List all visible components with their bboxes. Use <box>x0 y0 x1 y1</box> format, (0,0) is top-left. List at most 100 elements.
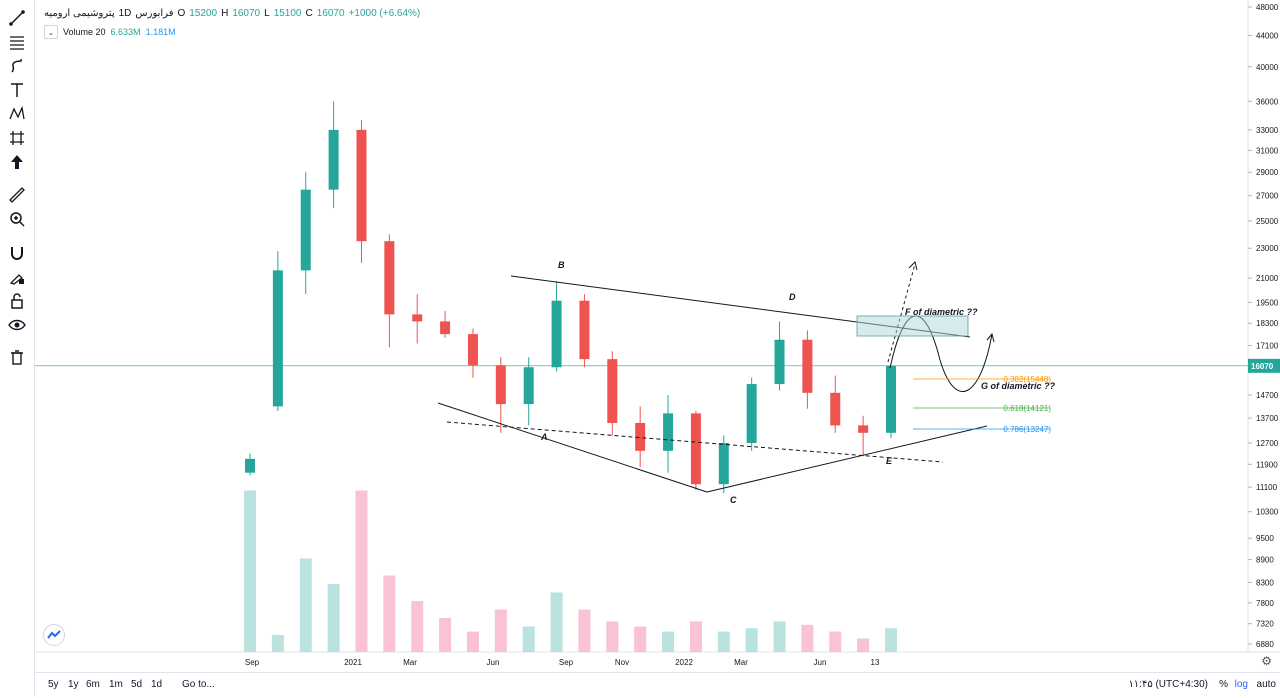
trend-line-icon[interactable] <box>5 7 29 29</box>
fib-level-label: 0.786(13247) <box>1003 425 1051 434</box>
price-tick-label: 44000 <box>1256 32 1279 41</box>
price-tick-label: 10300 <box>1256 508 1279 517</box>
current-price-badge <box>1248 358 1280 373</box>
close-value: 16070 <box>316 8 345 19</box>
price-tick-label: 29000 <box>1256 168 1279 177</box>
volume-bar <box>857 638 870 652</box>
range-5d-button[interactable]: 5d <box>131 679 143 690</box>
volume-legend: ⌄ Volume 20 6.633M 1.181M <box>44 25 176 39</box>
log-toggle[interactable]: log <box>1234 679 1248 690</box>
time-tick-label: Nov <box>615 658 629 667</box>
range-1d-button[interactable]: 1d <box>151 679 163 690</box>
high-label: H <box>221 8 229 19</box>
pattern-label-d: D <box>789 292 796 302</box>
price-tick-label: 18300 <box>1256 319 1279 328</box>
range-6m-button[interactable]: 6m <box>86 679 100 690</box>
candle-body <box>886 365 896 433</box>
candle-body <box>245 458 255 473</box>
tradingview-logo-icon[interactable] <box>43 624 65 646</box>
pattern-label-a: A <box>540 432 548 442</box>
volume-bar <box>411 601 424 652</box>
magnet-icon[interactable] <box>5 242 29 264</box>
price-tick-label: 6880 <box>1256 640 1274 649</box>
goto-button[interactable]: Go to... <box>182 679 215 690</box>
price-tick-label: 11100 <box>1256 483 1278 492</box>
drawing-toolbar <box>0 0 35 697</box>
interval-label[interactable]: 1D <box>118 8 132 19</box>
price-tick-label: 31000 <box>1256 146 1279 155</box>
text-icon[interactable] <box>5 79 29 101</box>
eye-icon[interactable] <box>5 314 29 336</box>
range-1m-button[interactable]: 1m <box>109 679 123 690</box>
candle-body <box>467 334 478 366</box>
prediction-icon[interactable] <box>5 127 29 149</box>
time-tick-label: Jun <box>487 658 500 667</box>
zoom-in-icon[interactable] <box>5 208 29 230</box>
range-1y-button[interactable]: 1y <box>68 679 79 690</box>
pattern-line-c-e <box>706 425 988 493</box>
current-price-label: 16070 <box>1251 362 1274 371</box>
volume-label[interactable]: Volume 20 <box>63 27 106 37</box>
candle-body <box>551 300 562 368</box>
auto-toggle[interactable]: auto <box>1256 679 1276 690</box>
pattern-icon[interactable] <box>5 103 29 125</box>
close-label: C <box>305 8 313 19</box>
pattern-line-a-e-dashed <box>446 421 944 463</box>
candle-body <box>746 384 757 443</box>
settings-gear-icon[interactable]: ⚙ <box>1261 654 1272 668</box>
candle-body <box>802 339 813 393</box>
price-chart[interactable]: 48000 44000 40000 36000 33000 31000 29000 27000… <box>35 0 1280 672</box>
price-tick-label: 48000 <box>1256 3 1279 12</box>
candle-body <box>300 189 311 271</box>
symbol-name[interactable]: پتروشیمی ارومیه <box>44 8 115 19</box>
volume-bar <box>662 631 675 652</box>
lock-drawing-icon[interactable] <box>5 266 29 288</box>
collapse-chevron-icon[interactable]: ⌄ <box>44 25 58 39</box>
bottom-toolbar: 5y 1y 6m 1m 5d 1d Go to... ۱۱:۴۵ (UTC+4:… <box>35 672 1280 698</box>
volume-ma-value: 1.181M <box>145 27 176 37</box>
percent-toggle[interactable]: % <box>1219 679 1228 690</box>
time-tick-label: 2021 <box>344 658 362 667</box>
pattern-label-b: B <box>558 260 565 270</box>
price-tick-label: 8300 <box>1256 578 1274 587</box>
volume-bar <box>829 631 842 652</box>
exchange-label: فرابورس <box>135 8 174 19</box>
projection-dashed-line <box>887 263 916 363</box>
timezone-label[interactable]: ۱۱:۴۵ (UTC+4:30) <box>1128 679 1208 690</box>
range-5y-button[interactable]: 5y <box>48 679 59 690</box>
volume-bar <box>634 626 647 652</box>
ruler-icon[interactable] <box>5 184 29 206</box>
volume-bar <box>299 558 312 652</box>
time-tick-label: 13 <box>871 658 880 667</box>
target-zone-box <box>856 315 969 337</box>
volume-bar <box>689 621 702 652</box>
volume-bar <box>801 624 814 652</box>
price-tick-label: 13700 <box>1256 414 1279 423</box>
volume-bar <box>717 631 730 652</box>
brush-icon[interactable] <box>5 55 29 77</box>
candle-body <box>384 241 395 315</box>
volume-bar <box>522 626 535 652</box>
candle-body <box>718 442 729 485</box>
candle-body <box>579 300 590 360</box>
price-tick-label: 7320 <box>1256 620 1274 629</box>
projection-curve-arrow-head <box>986 332 995 343</box>
volume-bar <box>494 609 507 652</box>
wave-annotation: F of diametric ?? <box>905 307 978 317</box>
arrow-cursor-icon[interactable] <box>5 151 29 173</box>
unlock-icon[interactable] <box>5 290 29 312</box>
volume-bar <box>244 490 256 652</box>
price-tick-label: 23000 <box>1256 244 1279 253</box>
fib-retracement-icon[interactable] <box>5 31 29 53</box>
candle-body <box>328 129 339 190</box>
volume-bar <box>745 628 758 652</box>
trash-icon[interactable] <box>5 346 29 368</box>
volume-bar <box>466 631 479 652</box>
price-tick-label: 33000 <box>1256 126 1279 135</box>
price-tick-label: 11900 <box>1256 460 1278 469</box>
price-tick-label: 27000 <box>1256 192 1279 201</box>
pattern-line-a-c <box>437 402 708 493</box>
price-tick-label: 19500 <box>1256 298 1279 307</box>
fib-level-label: 0.618(14121) <box>1003 404 1051 413</box>
candle-body <box>440 321 451 335</box>
